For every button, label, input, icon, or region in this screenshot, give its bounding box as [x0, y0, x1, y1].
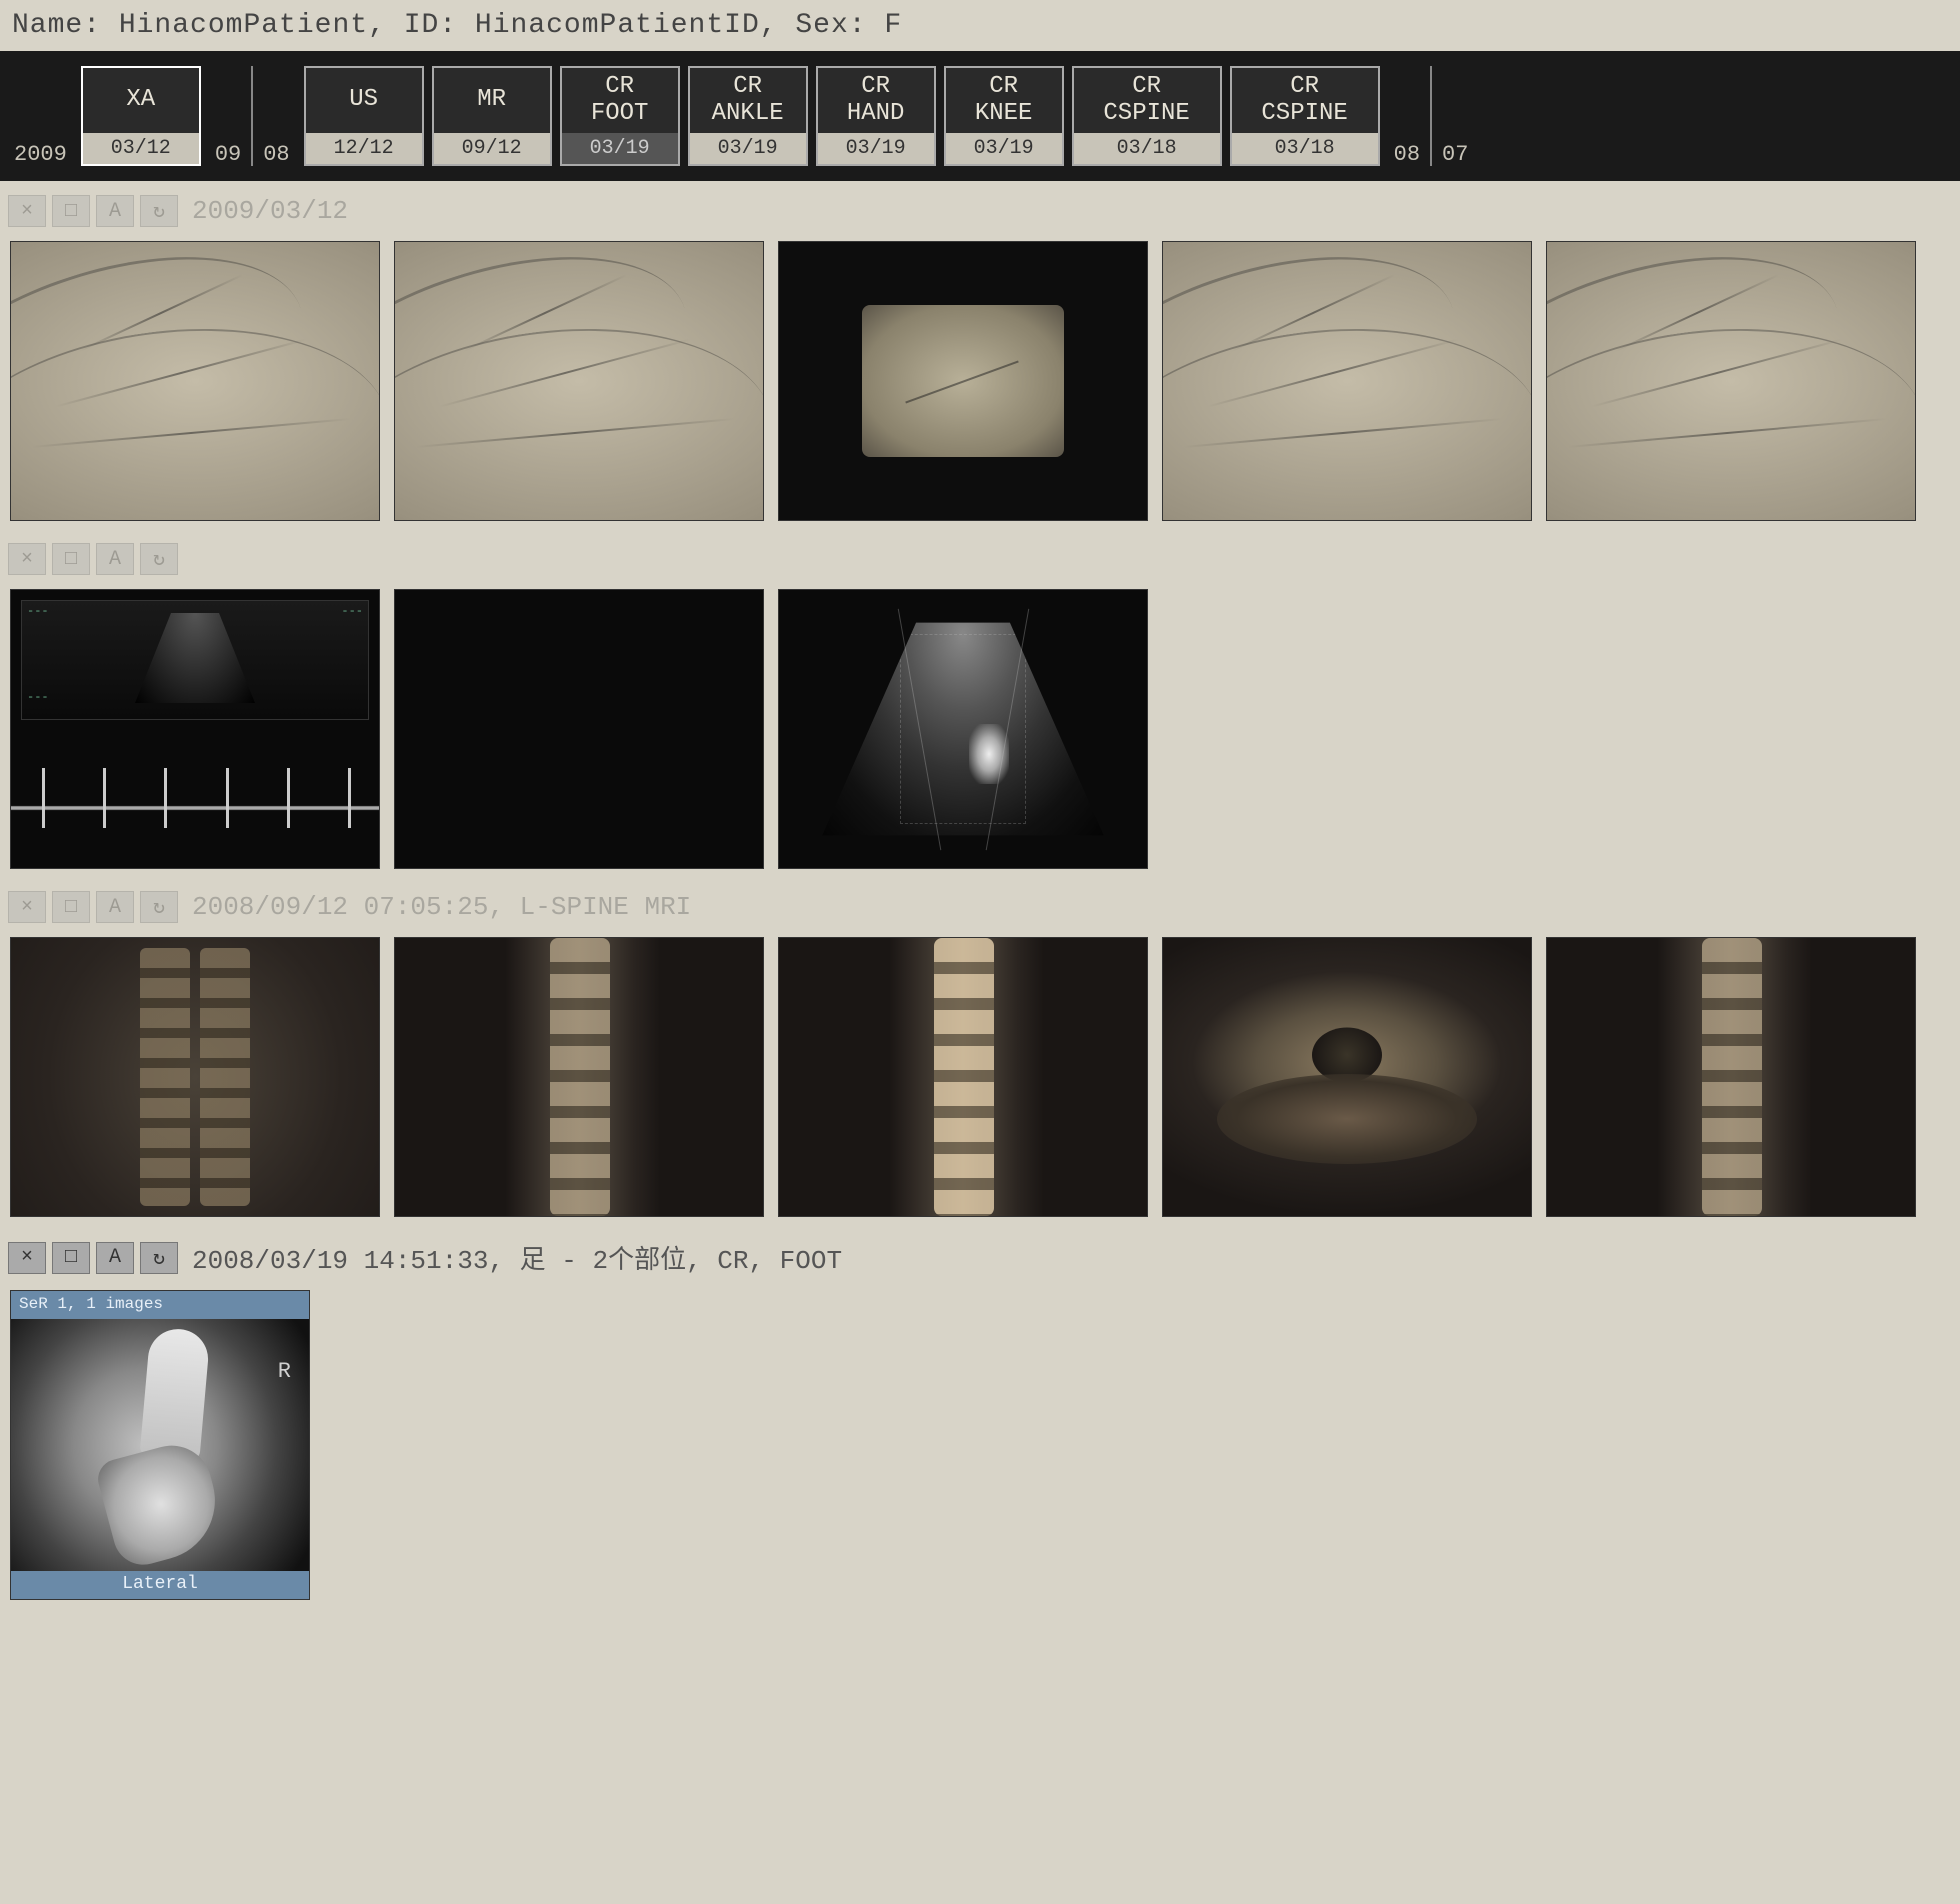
expand-button[interactable]: □	[52, 543, 90, 575]
year-label: 08	[257, 142, 295, 167]
study-timeline[interactable]: 2009 XA03/12 09 08 US12/12MR09/12CR FOOT…	[0, 51, 1960, 181]
series-section-us: ×□A↻ ---------	[0, 537, 1960, 877]
expand-button[interactable]: □	[52, 195, 90, 227]
thumbnail-row	[0, 929, 1960, 1225]
study-modality-label: CR KNEE	[946, 68, 1062, 133]
expand-button[interactable]: □	[52, 891, 90, 923]
series-header-text: 2008/03/19 14:51:33, 足 - 2个部位, CR, FOOT	[192, 1239, 842, 1276]
study-box-mr[interactable]: MR09/12	[432, 66, 552, 166]
study-modality-label: CR ANKLE	[690, 68, 806, 133]
study-modality-label: XA	[83, 68, 199, 133]
thumbnail-row	[0, 233, 1960, 529]
thumbnail-us-console[interactable]: ---------	[10, 589, 380, 869]
series-header-text: 2008/09/12 07:05:25, L-SPINE MRI	[192, 892, 691, 922]
study-box-cr-foot[interactable]: CR FOOT03/19	[560, 66, 680, 166]
close-button[interactable]: ×	[8, 195, 46, 227]
study-date-label: 03/19	[946, 133, 1062, 164]
patient-id: HinacomPatientID	[475, 10, 760, 41]
study-date-label: 03/19	[818, 133, 934, 164]
study-modality-label: CR FOOT	[562, 68, 678, 133]
name-label: Name:	[12, 10, 101, 41]
patient-header: Name: HinacomPatient, ID: HinacomPatient…	[0, 0, 1960, 51]
study-box-cr-hand[interactable]: CR HAND03/19	[816, 66, 936, 166]
thumb-header-label: SeR 1, 1 images	[11, 1291, 309, 1319]
refresh-button[interactable]: ↻	[140, 195, 178, 227]
year-label: 2009	[8, 142, 73, 167]
thumbnail-angio[interactable]	[1546, 241, 1916, 521]
thumbnail-row: ---------	[0, 581, 1960, 877]
refresh-button[interactable]: ↻	[140, 543, 178, 575]
study-date-label: 12/12	[306, 133, 422, 164]
series-section-cr: ×□A↻ 2008/03/19 14:51:33, 足 - 2个部位, CR, F…	[0, 1233, 1960, 1608]
thumbnail-spine-sag-bright[interactable]	[778, 937, 1148, 1217]
study-box-xa[interactable]: XA03/12	[81, 66, 201, 166]
year-label: 07	[1436, 142, 1474, 167]
thumbnail-spine-sag[interactable]	[1546, 937, 1916, 1217]
series-section-xa: ×□A↻ 2009/03/12	[0, 189, 1960, 529]
study-date-label: 03/18	[1074, 133, 1220, 164]
study-box-cr-ankle[interactable]: CR ANKLE03/19	[688, 66, 808, 166]
thumbnail-angio-inset[interactable]	[778, 241, 1148, 521]
study-box-cr-cspine[interactable]: CR CSPINE03/18	[1072, 66, 1222, 166]
series-header: ×□A↻ 2008/03/19 14:51:33, 足 - 2个部位, CR, F…	[0, 1233, 1960, 1282]
thumbnail-spine-cor[interactable]	[10, 937, 380, 1217]
thumbnail-row: SeR 1, 1 images R Lateral	[0, 1282, 1960, 1608]
thumb-footer-label: Lateral	[11, 1571, 309, 1599]
close-button[interactable]: ×	[8, 891, 46, 923]
study-box-cr-cspine[interactable]: CR CSPINE03/18	[1230, 66, 1380, 166]
series-header: ×□A↻ 2008/09/12 07:05:25, L-SPINE MRI	[0, 885, 1960, 929]
refresh-button[interactable]: ↻	[140, 1242, 178, 1274]
study-modality-label: CR HAND	[818, 68, 934, 133]
id-label: ID:	[404, 10, 457, 41]
thumbnail-angio[interactable]	[394, 241, 764, 521]
laterality-marker: R	[278, 1359, 291, 1384]
series-section-mr: ×□A↻ 2008/09/12 07:05:25, L-SPINE MRI	[0, 885, 1960, 1225]
annotate-button[interactable]: A	[96, 543, 134, 575]
patient-sex: F	[884, 10, 902, 41]
thumbnail-spine-sag[interactable]	[394, 937, 764, 1217]
year-label: 08	[1388, 142, 1426, 167]
thumbnail-angio[interactable]	[1162, 241, 1532, 521]
study-date-label: 03/19	[690, 133, 806, 164]
thumbnail-cr-foot[interactable]: SeR 1, 1 images R Lateral	[10, 1290, 310, 1600]
study-modality-label: CR CSPINE	[1074, 68, 1220, 133]
expand-button[interactable]: □	[52, 1242, 90, 1274]
series-header: ×□A↻ 2009/03/12	[0, 189, 1960, 233]
study-date-label: 09/12	[434, 133, 550, 164]
study-modality-label: MR	[434, 68, 550, 133]
thumbnail-spine-ax[interactable]	[1162, 937, 1532, 1217]
study-box-us[interactable]: US12/12	[304, 66, 424, 166]
study-modality-label: US	[306, 68, 422, 133]
sex-label: Sex:	[795, 10, 866, 41]
annotate-button[interactable]: A	[96, 195, 134, 227]
annotate-button[interactable]: A	[96, 891, 134, 923]
study-modality-label: CR CSPINE	[1232, 68, 1378, 133]
thumbnail-us-fan[interactable]	[778, 589, 1148, 869]
timeline-separator	[1430, 66, 1432, 166]
study-box-cr-knee[interactable]: CR KNEE03/19	[944, 66, 1064, 166]
refresh-button[interactable]: ↻	[140, 891, 178, 923]
series-header: ×□A↻	[0, 537, 1960, 581]
series-header-text: 2009/03/12	[192, 196, 348, 226]
annotate-button[interactable]: A	[96, 1242, 134, 1274]
study-date-label: 03/12	[83, 133, 199, 164]
study-date-label: 03/18	[1232, 133, 1378, 164]
timeline-separator	[251, 66, 253, 166]
close-button[interactable]: ×	[8, 1242, 46, 1274]
thumbnail-angio[interactable]	[10, 241, 380, 521]
year-label: 09	[209, 142, 247, 167]
close-button[interactable]: ×	[8, 543, 46, 575]
thumbnail-dark-blank[interactable]	[394, 589, 764, 869]
study-date-label: 03/19	[562, 133, 678, 164]
patient-name: HinacomPatient	[119, 10, 368, 41]
